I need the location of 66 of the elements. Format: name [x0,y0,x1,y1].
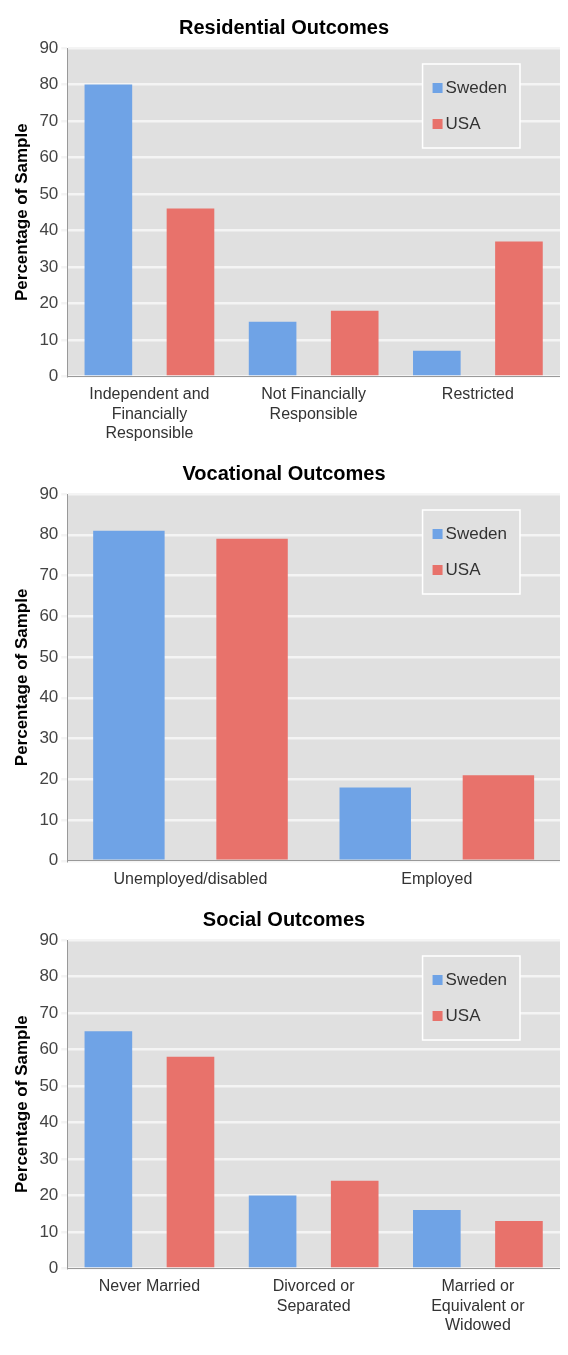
y-tick-label: 80 [39,966,59,986]
y-tick-label: 0 [48,366,59,386]
bar [84,1031,133,1268]
y-tick-label: 30 [39,256,59,276]
legend-label: USA [445,1005,482,1025]
y-tick-label: 70 [39,1002,59,1022]
y-tick-label: 90 [39,483,59,503]
bar [84,84,133,376]
bar [330,310,379,376]
bar [216,538,288,860]
y-tick-label: 30 [39,728,59,748]
bar [462,775,535,860]
y-tick-label: 10 [39,1221,59,1241]
bar [413,350,461,376]
y-tick-label: 0 [48,850,59,870]
bar [495,241,543,376]
x-tick-label: Unemployed/disabled [113,869,268,887]
y-tick-label: 60 [39,147,59,167]
y-tick-label: 70 [39,565,59,585]
y-tick-label: 50 [39,183,59,203]
legend-label: USA [445,113,482,133]
chart-title: Residential Outcomes [178,15,390,38]
x-tick-label: Restricted [441,385,514,403]
y-tick-label: 30 [39,1148,59,1168]
y-axis-title: Percentage of Sample [11,588,31,767]
x-tick-label: Never Married [98,1277,201,1295]
y-tick-label: 40 [39,687,59,707]
chart-title: Social Outcomes [202,907,366,930]
legend-label: Sweden [445,77,507,97]
x-tick-label: Employed [401,869,473,887]
y-axis-title: Percentage of Sample [11,123,31,302]
y-tick-label: 20 [39,1185,59,1205]
y-tick-label: 80 [39,524,59,544]
legend-label: Sweden [445,523,507,543]
y-tick-label: 90 [39,37,59,57]
bar [248,1195,297,1268]
y-tick-label: 10 [39,329,59,349]
x-tick-label: Independent and Financially Responsible [89,385,210,441]
y-axis-title: Percentage of Sample [11,1015,31,1194]
bar [248,321,297,376]
legend-label: USA [445,559,482,579]
y-tick-label: 40 [39,1112,59,1132]
y-tick-label: 20 [39,768,59,788]
bar [166,208,215,376]
y-tick-label: 60 [39,605,59,625]
bar [93,530,165,860]
y-tick-label: 40 [39,220,59,240]
y-tick-label: 60 [39,1039,59,1059]
y-tick-label: 70 [39,110,59,130]
y-tick-label: 10 [39,809,59,829]
chart-title: Vocational Outcomes [182,461,386,484]
bar [330,1180,379,1268]
bar [166,1056,215,1268]
x-tick-label: Not Financially Responsible [261,385,367,422]
y-tick-label: 50 [39,1075,59,1095]
bar [413,1210,461,1268]
y-tick-label: 90 [39,929,59,949]
y-tick-label: 0 [48,1258,59,1278]
x-tick-label: Married or Equivalent or Widowed [431,1277,526,1333]
y-tick-label: 20 [39,293,59,313]
bar [339,787,411,860]
bar [495,1220,543,1268]
y-tick-label: 50 [39,646,59,666]
x-tick-label: Divorced or Separated [272,1277,356,1314]
y-tick-label: 80 [39,74,59,94]
legend-label: Sweden [445,969,507,989]
